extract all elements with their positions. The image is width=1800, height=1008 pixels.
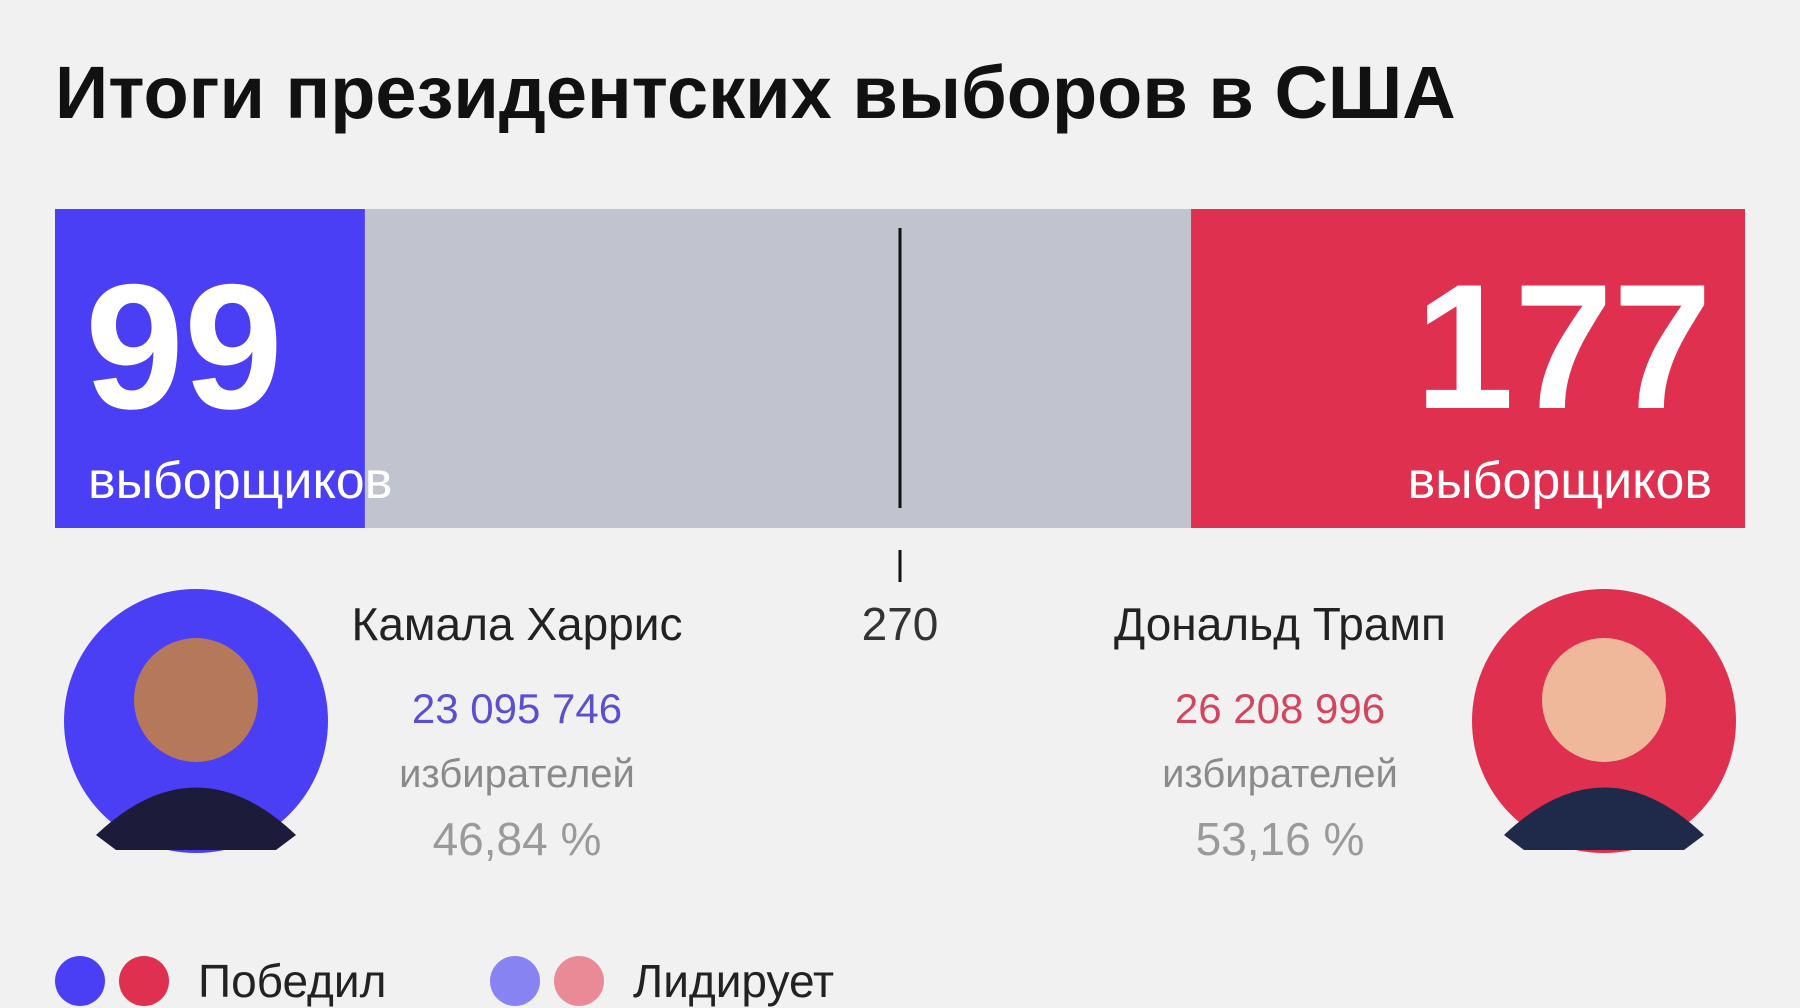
electors-bar xyxy=(55,209,1745,582)
legend-swatch xyxy=(55,956,105,1006)
legend-label: Лидирует xyxy=(633,955,834,1007)
legend-swatch xyxy=(490,956,540,1006)
electors-caption: выборщиков xyxy=(88,452,392,510)
votes-caption: избирателей xyxy=(399,752,635,796)
legend-label: Победил xyxy=(198,955,386,1007)
shoulders xyxy=(96,787,296,850)
title: Итоги президентских выборов в США xyxy=(55,51,1456,134)
face xyxy=(134,638,258,762)
percent: 53,16 % xyxy=(1196,813,1365,865)
legend-swatch xyxy=(554,956,604,1006)
votes: 26 208 996 xyxy=(1175,685,1385,732)
electors-number: 99 xyxy=(85,247,283,446)
shoulders xyxy=(1504,787,1704,850)
votes: 23 095 746 xyxy=(412,685,622,732)
electors-segment xyxy=(1191,209,1745,528)
face xyxy=(1542,638,1666,762)
percent: 46,84 % xyxy=(433,813,602,865)
electors-segment xyxy=(55,209,365,528)
electors-number: 177 xyxy=(1415,247,1712,446)
threshold-label: 270 xyxy=(862,598,939,650)
electors-caption: выборщиков xyxy=(1408,452,1712,510)
votes-caption: избирателей xyxy=(1162,752,1398,796)
candidate-name: Камала Харрис xyxy=(352,598,683,650)
candidate-name: Дональд Трамп xyxy=(1114,598,1446,650)
legend-swatch xyxy=(119,956,169,1006)
bar-labels: 99 выборщиков 177 выборщиков xyxy=(85,247,1712,510)
